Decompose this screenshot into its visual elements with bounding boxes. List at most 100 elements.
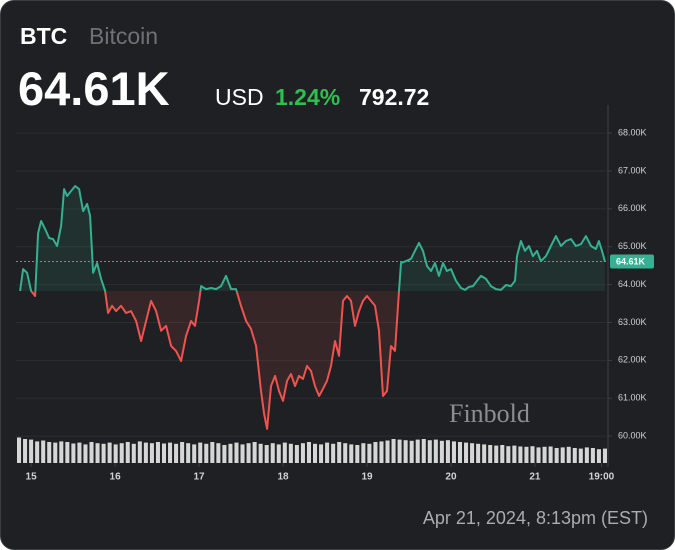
volume-bar: [476, 443, 481, 463]
volume-bar: [482, 444, 487, 463]
volume-bar: [397, 439, 402, 463]
volume-bar: [180, 442, 185, 463]
volume-bar: [29, 439, 34, 463]
volume-bar: [578, 448, 583, 463]
volume-bar: [35, 441, 40, 463]
volume-bar: [566, 446, 571, 463]
volume-bar: [506, 446, 511, 463]
volume-bar: [107, 442, 112, 463]
volume-bar: [409, 440, 414, 463]
timestamp: Apr 21, 2024, 8:13pm (EST): [422, 508, 648, 528]
y-tick-label: 63.00K: [618, 317, 647, 327]
volume-bar: [101, 443, 106, 463]
volume-bar: [602, 448, 607, 463]
volume-bar: [494, 445, 499, 463]
volume-bar: [186, 443, 191, 463]
volume-bar: [264, 445, 269, 463]
volume-bar: [457, 442, 463, 463]
volume-bar: [548, 446, 553, 463]
volume-bar: [361, 443, 366, 463]
volume-bar: [488, 445, 493, 463]
asset-name: Bitcoin: [89, 23, 159, 49]
volume-bar: [530, 446, 535, 463]
x-tick-label: 19:00: [589, 472, 615, 483]
volume-bar: [288, 443, 293, 463]
volume-bar: [192, 444, 197, 463]
volume-bar: [270, 443, 275, 463]
volume-bar: [590, 448, 595, 463]
volume-bar: [131, 443, 136, 463]
x-tick-label: 18: [277, 472, 289, 483]
volume-bar: [294, 445, 299, 463]
volume-bar: [300, 443, 305, 463]
last-price-box: [610, 254, 654, 269]
volume-bar: [542, 446, 547, 463]
volume-bar: [319, 444, 324, 463]
volume-bar: [113, 444, 118, 463]
volume-bar: [415, 439, 420, 463]
area-up: [20, 186, 605, 292]
y-tick-label: 60.00K: [618, 430, 647, 440]
volume-bar: [427, 440, 432, 463]
volume-bar: [137, 441, 142, 463]
watermark: Finbold: [449, 399, 530, 428]
volume-bar: [77, 442, 82, 463]
volume-bar: [445, 440, 450, 463]
volume-bar: [161, 443, 167, 463]
y-tick-label: 65.00K: [618, 241, 647, 251]
y-tick-label: 67.00K: [618, 165, 647, 175]
volume-bar: [367, 443, 372, 463]
volume-bar: [439, 440, 444, 463]
x-tick-label: 20: [445, 472, 457, 483]
volume-bar: [325, 442, 330, 463]
area-down: [31, 291, 399, 429]
volume-bar: [47, 442, 52, 463]
x-tick-label: 19: [361, 472, 373, 483]
volume-bar: [228, 443, 233, 463]
volume-bar: [119, 443, 124, 463]
volume-bar: [276, 444, 281, 463]
symbol: BTC: [20, 23, 68, 49]
volume-bar: [17, 437, 22, 463]
volume-bar: [518, 446, 523, 463]
volume-bar: [572, 448, 577, 463]
volume-bar: [470, 443, 475, 463]
volume-bar: [403, 440, 408, 463]
volume-bar: [23, 439, 28, 463]
price-line-up: [19, 185, 606, 292]
y-tick-label: 64.00K: [618, 279, 647, 289]
volume-bar: [65, 442, 70, 463]
volume-bar: [252, 442, 257, 463]
volume-bar: [168, 442, 173, 463]
volume-bar: [373, 442, 378, 463]
volume-bar: [536, 447, 541, 463]
volume-bar: [240, 444, 245, 463]
x-tick-label: 16: [110, 472, 122, 483]
x-tick-label: 21: [529, 472, 541, 483]
volume-bar: [149, 443, 154, 463]
volume-bar: [464, 442, 469, 463]
y-tick-label: 62.00K: [618, 355, 647, 365]
volume-bar: [216, 443, 221, 463]
volume-bar: [53, 442, 58, 463]
x-tick-label: 15: [26, 472, 38, 483]
volume-bar: [349, 444, 354, 463]
volume-bar: [524, 446, 529, 463]
volume-bar: [433, 439, 438, 463]
last-price-label: 64.61K: [616, 256, 646, 266]
price-line-down: [20, 291, 401, 430]
x-tick-label: 17: [193, 472, 205, 483]
volume-bar: [210, 442, 215, 463]
volume-bar: [306, 442, 311, 463]
volume-bar: [204, 443, 209, 463]
volume-bar: [584, 447, 589, 463]
volume-bar: [451, 441, 456, 463]
volume-bar: [391, 439, 396, 463]
volume-bar: [379, 441, 384, 463]
volume-bar: [512, 445, 517, 463]
volume-bar: [143, 442, 148, 463]
volume-bar: [71, 443, 76, 463]
y-tick-label: 66.00K: [618, 203, 647, 213]
